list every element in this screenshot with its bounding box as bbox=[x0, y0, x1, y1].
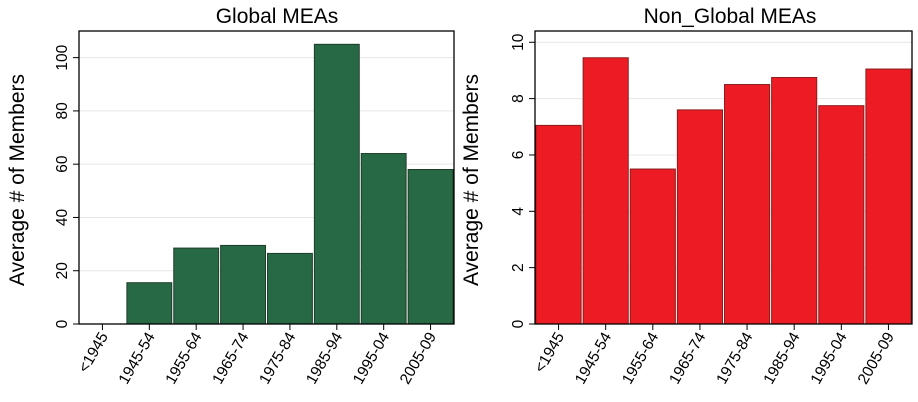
non-global-bar-3 bbox=[676, 109, 723, 325]
global-bar-2 bbox=[173, 247, 220, 325]
global-x-tick-label: 2005-09 bbox=[397, 330, 440, 388]
global-bar-5 bbox=[313, 43, 360, 325]
non-global-y-tick-label: 10 bbox=[510, 33, 527, 51]
global-bar-7 bbox=[407, 169, 454, 325]
global-x-tick-label: 1995-04 bbox=[350, 329, 393, 387]
global-y-tick-label: 60 bbox=[54, 155, 71, 173]
non-global-x-tick-label: 1945-54 bbox=[572, 329, 615, 387]
global-bar-4 bbox=[267, 252, 313, 325]
non-global-axis-frame bbox=[534, 30, 913, 325]
non-global-bar-6 bbox=[818, 105, 865, 325]
non-global-bar-0 bbox=[535, 124, 582, 325]
non-global-x-tick-label: 2005-09 bbox=[855, 330, 898, 388]
non-global-x-tick-label: 1975-84 bbox=[713, 329, 756, 387]
non-global-y-axis-label: Average # of Members bbox=[460, 74, 483, 286]
global-meas-panel: Global MEAs Average # of Members 0 20 40 60… bbox=[6, 5, 455, 388]
non-global-bar-2 bbox=[629, 168, 676, 325]
non-global-y-tick-label: 0 bbox=[510, 319, 527, 328]
global-y-tick-label: 100 bbox=[54, 44, 71, 70]
global-y-tick-label: 40 bbox=[54, 208, 71, 226]
global-x-tick-label: 1975-84 bbox=[256, 329, 299, 387]
non-global-x-tick-label: 1965-74 bbox=[666, 329, 709, 387]
global-x-tick-label: 1965-74 bbox=[209, 329, 252, 387]
non-global-x-tick-label: 1995-04 bbox=[808, 329, 851, 387]
global-y-tick-label: 80 bbox=[54, 102, 71, 120]
non-global-bar-1 bbox=[582, 57, 629, 325]
non-global-y-tick-label: 8 bbox=[510, 94, 527, 103]
non-global-y-tick-label: 4 bbox=[510, 207, 527, 216]
non-global-x-tick-label: <1945 bbox=[532, 330, 568, 376]
global-x-tick-label: 1985-94 bbox=[303, 329, 346, 387]
global-bar-3 bbox=[220, 244, 266, 325]
global-y-axis-label: Average # of Members bbox=[6, 74, 29, 286]
non-global-bar-4 bbox=[724, 84, 771, 325]
non-global-chart-title: Non_Global MEAs bbox=[644, 5, 817, 28]
global-x-tick-label: <1945 bbox=[75, 330, 111, 376]
non-global-y-tick-label: 2 bbox=[510, 263, 527, 272]
non-global-meas-panel: Non_Global MEAs Average # of Members 0 2 4… bbox=[460, 5, 913, 388]
global-y-tick-label: 20 bbox=[54, 262, 71, 280]
global-bar-1 bbox=[126, 282, 173, 325]
global-x-tick-label: 1955-64 bbox=[162, 329, 205, 387]
global-chart-title: Global MEAs bbox=[216, 5, 339, 28]
non-global-bar-7 bbox=[865, 68, 912, 325]
global-axis-frame bbox=[78, 30, 455, 325]
non-global-bar-5 bbox=[771, 76, 818, 325]
global-y-tick-label: 0 bbox=[54, 319, 71, 328]
non-global-x-tick-label: 1985-94 bbox=[760, 329, 803, 387]
non-global-y-tick-label: 6 bbox=[510, 151, 527, 160]
non-global-x-tick-label: 1955-64 bbox=[619, 329, 662, 387]
global-bar-6 bbox=[360, 153, 407, 325]
global-x-tick-label: 1945-54 bbox=[116, 329, 159, 387]
